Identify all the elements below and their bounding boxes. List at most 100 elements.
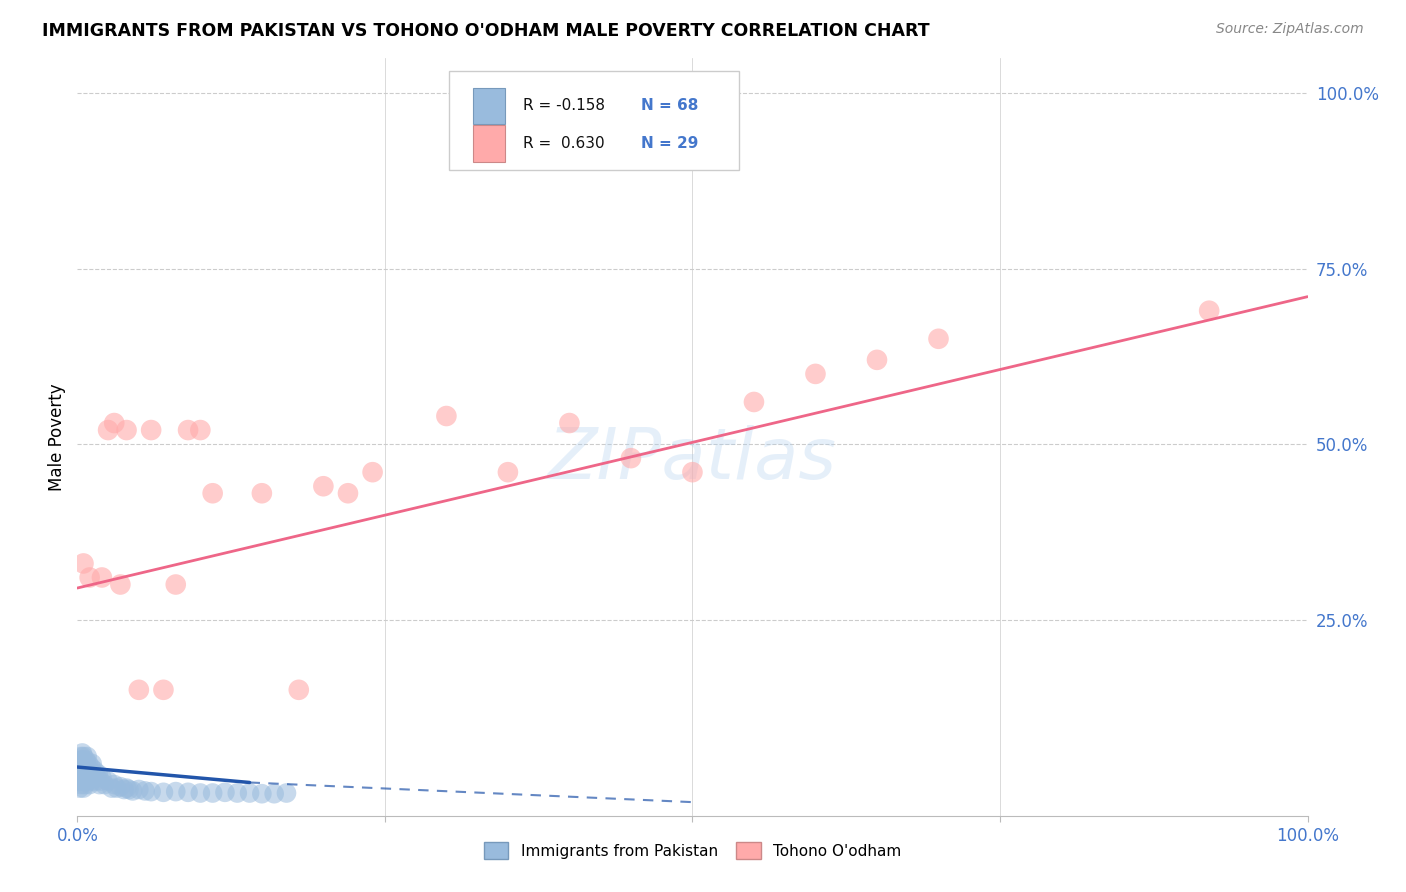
Point (82, 767, 104, 781)
Point (83, 764, 105, 778)
Point (558, 416, 581, 430)
Bar (474, 87, 506, 124)
Point (101, 781, 124, 796)
Point (361, 465, 384, 479)
Point (72, 760, 94, 774)
Point (742, 395, 765, 409)
Point (115, 423, 138, 437)
Point (620, 451, 643, 466)
Point (69, 764, 91, 778)
Point (110, 780, 132, 794)
Point (67, 767, 90, 781)
Point (82, 771, 104, 785)
Point (67, 760, 90, 774)
Point (276, 786, 298, 800)
Point (73, 778, 96, 792)
Point (177, 785, 200, 799)
Point (214, 785, 236, 799)
Text: ZIPatlas: ZIPatlas (548, 425, 837, 494)
Text: R =  0.630: R = 0.630 (523, 136, 605, 151)
Point (87, 767, 110, 781)
Point (103, 416, 125, 430)
Point (67, 774, 90, 789)
Point (82, 756, 104, 771)
Point (165, 577, 187, 591)
Point (69, 753, 91, 767)
Point (76, 771, 98, 785)
Point (312, 479, 335, 493)
Point (90, 774, 112, 789)
Point (93, 778, 115, 792)
Point (70, 753, 93, 767)
Point (79, 778, 101, 792)
Point (337, 486, 360, 500)
Point (76, 760, 98, 774)
Point (89, 778, 111, 792)
Point (72, 781, 94, 796)
Point (804, 367, 827, 381)
Point (118, 782, 141, 797)
Point (70, 764, 93, 778)
Point (201, 786, 224, 800)
Point (97, 423, 120, 437)
Point (80, 760, 103, 774)
Text: IMMIGRANTS FROM PAKISTAN VS TOHONO O'ODHAM MALE POVERTY CORRELATION CHART: IMMIGRANTS FROM PAKISTAN VS TOHONO O'ODH… (42, 22, 929, 40)
Point (112, 782, 135, 797)
Point (72, 771, 94, 785)
Point (188, 786, 212, 800)
Point (75, 764, 97, 778)
Point (177, 423, 200, 437)
Point (152, 682, 174, 697)
Point (70, 774, 93, 789)
Point (70, 756, 93, 771)
Text: R = -0.158: R = -0.158 (523, 98, 605, 113)
Point (77, 756, 100, 771)
Point (69, 781, 91, 796)
Point (141, 784, 163, 798)
Point (84, 774, 107, 789)
Point (103, 778, 125, 792)
Point (496, 465, 519, 479)
Point (72, 557, 94, 571)
Point (121, 784, 143, 798)
Point (110, 577, 132, 591)
Point (201, 486, 224, 500)
Point (128, 782, 150, 797)
Point (75, 774, 97, 789)
Point (866, 352, 889, 367)
Point (73, 756, 96, 771)
Point (75, 753, 97, 767)
Point (1198, 303, 1220, 318)
Text: Source: ZipAtlas.com: Source: ZipAtlas.com (1216, 22, 1364, 37)
Text: N = 29: N = 29 (641, 136, 699, 151)
Point (70, 749, 93, 764)
Bar (474, 126, 506, 161)
Point (928, 332, 950, 346)
Point (165, 784, 187, 798)
Point (250, 486, 273, 500)
Point (97, 774, 120, 789)
Point (105, 781, 128, 796)
Point (77, 767, 100, 781)
Point (70, 767, 93, 781)
Point (128, 682, 150, 697)
Point (288, 682, 311, 697)
Point (226, 786, 249, 800)
Point (90, 771, 114, 785)
FancyBboxPatch shape (449, 70, 740, 170)
Text: N = 68: N = 68 (641, 98, 699, 113)
Point (70, 746, 93, 760)
Point (134, 784, 156, 798)
Point (86, 771, 108, 785)
Point (436, 409, 458, 423)
Point (115, 781, 138, 796)
Point (76, 749, 98, 764)
Point (239, 786, 262, 800)
Point (73, 767, 96, 781)
Point (69, 771, 91, 785)
Point (141, 423, 163, 437)
Point (79, 570, 101, 584)
Point (682, 465, 704, 479)
Point (70, 778, 93, 792)
Point (72, 749, 94, 764)
